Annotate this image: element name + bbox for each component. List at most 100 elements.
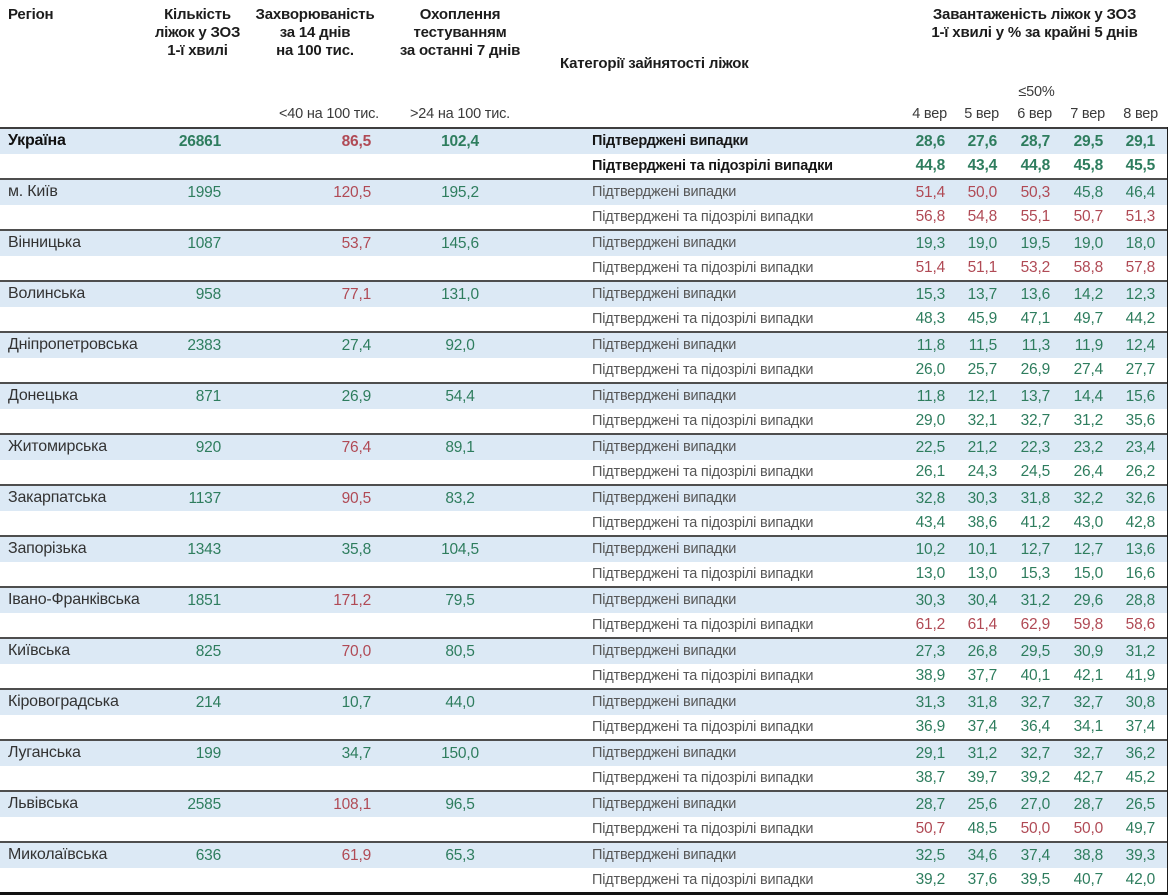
occupancy-value: 36,2 [1115, 739, 1168, 766]
header-incidence: Захворюваність за 14 днів на 100 тис. [255, 6, 375, 59]
incidence-value: 120,5 [245, 178, 385, 205]
beds-value: 26861 [150, 128, 245, 154]
occupancy-value: 15,3 [905, 280, 957, 307]
region-name: Волинська [0, 280, 150, 307]
header-occupancy-threshold: ≤50% [1018, 83, 1055, 100]
occupancy-value: 28,6 [905, 128, 957, 154]
occupancy-value: 14,2 [1062, 280, 1115, 307]
region-row-confirmed-suspected: Підтверджені та підозрілі випадки 26,0 25,… [0, 357, 1168, 383]
category-label: Підтверджені випадки [535, 739, 905, 766]
testing-value: 145,6 [385, 229, 535, 256]
occupancy-value: 47,1 [1009, 306, 1062, 332]
category-label: Підтверджені випадки [535, 637, 905, 664]
region-row-confirmed: Житомирська 920 76,4 89,1 Підтверджені випад… [0, 433, 1168, 460]
region-row-confirmed: Волинська 958 77,1 131,0 Підтверджені випадк… [0, 280, 1168, 307]
incidence-value: 90,5 [245, 484, 385, 511]
region-name-empty [0, 867, 150, 894]
occupancy-value: 32,1 [957, 408, 1009, 434]
category-label: Підтверджені випадки [535, 178, 905, 205]
occupancy-value: 15,0 [1062, 561, 1115, 587]
category-label: Підтверджені та підозрілі випадки [535, 867, 905, 894]
occupancy-value: 58,6 [1115, 612, 1168, 638]
incidence-empty [245, 459, 385, 485]
occupancy-value: 32,7 [1009, 408, 1062, 434]
occupancy-value: 26,8 [957, 637, 1009, 664]
beds-empty [150, 612, 245, 638]
occupancy-value: 11,9 [1062, 331, 1115, 358]
category-label: Підтверджені та підозрілі випадки [535, 612, 905, 638]
occupancy-value: 13,7 [957, 280, 1009, 307]
occupancy-value: 27,0 [1009, 790, 1062, 817]
category-label: Підтверджені та підозрілі випадки [535, 816, 905, 842]
occupancy-value: 13,6 [1009, 280, 1062, 307]
beds-value: 1087 [150, 229, 245, 256]
beds-empty [150, 408, 245, 434]
category-label: Підтверджені та підозрілі випадки [535, 357, 905, 383]
category-label: Підтверджені випадки [535, 280, 905, 307]
region-row-confirmed-suspected: Підтверджені та підозрілі випадки 44,8 43,… [0, 153, 1168, 179]
occupancy-value: 49,7 [1115, 816, 1168, 842]
occupancy-value: 50,0 [1009, 816, 1062, 842]
beds-empty [150, 510, 245, 536]
testing-empty [385, 816, 535, 842]
occupancy-value: 51,3 [1115, 204, 1168, 230]
testing-empty [385, 204, 535, 230]
incidence-empty [245, 612, 385, 638]
testing-empty [385, 153, 535, 179]
beds-value: 2585 [150, 790, 245, 817]
occupancy-value: 12,7 [1009, 535, 1062, 562]
region-name-empty [0, 459, 150, 485]
category-label: Підтверджені та підозрілі випадки [535, 306, 905, 332]
region-name-empty [0, 561, 150, 587]
testing-value: 65,3 [385, 841, 535, 868]
occupancy-value: 51,4 [905, 178, 957, 205]
occupancy-value: 38,6 [957, 510, 1009, 536]
testing-empty [385, 714, 535, 740]
occupancy-value: 39,5 [1009, 867, 1062, 894]
incidence-value: 26,9 [245, 382, 385, 409]
occupancy-value: 38,8 [1062, 841, 1115, 868]
category-label: Підтверджені та підозрілі випадки [535, 510, 905, 536]
region-row-confirmed: Дніпропетровська 2383 27,4 92,0 Підтверджені… [0, 331, 1168, 358]
category-label: Підтверджені випадки [535, 433, 905, 460]
region-row-confirmed: Запорізька 1343 35,8 104,5 Підтверджені випа… [0, 535, 1168, 562]
header-incidence-threshold: <40 на 100 тис. [279, 105, 379, 122]
occupancy-value: 39,3 [1115, 841, 1168, 868]
testing-value: 102,4 [385, 128, 535, 154]
incidence-value: 76,4 [245, 433, 385, 460]
incidence-value: 70,0 [245, 637, 385, 664]
region-row-confirmed-suspected: Підтверджені та підозрілі випадки 38,9 37,… [0, 663, 1168, 689]
region-name: Кіровоградська [0, 688, 150, 715]
occupancy-value: 10,2 [905, 535, 957, 562]
category-label: Підтверджені та підозрілі випадки [535, 663, 905, 689]
region-name: Київська [0, 637, 150, 664]
incidence-value: 171,2 [245, 586, 385, 613]
occupancy-value: 14,4 [1062, 382, 1115, 409]
occupancy-value: 45,9 [957, 306, 1009, 332]
occupancy-value: 40,1 [1009, 663, 1062, 689]
region-row-confirmed: Україна 26861 86,5 102,4 Підтверджені випадк… [0, 128, 1168, 154]
occupancy-value: 43,4 [905, 510, 957, 536]
occupancy-value: 28,7 [1009, 128, 1062, 154]
region-row-confirmed: Кіровоградська 214 10,7 44,0 Підтверджені ви… [0, 688, 1168, 715]
occupancy-value: 28,7 [1062, 790, 1115, 817]
beds-value: 1851 [150, 586, 245, 613]
occupancy-value: 26,5 [1115, 790, 1168, 817]
occupancy-value: 26,2 [1115, 459, 1168, 485]
occupancy-value: 31,3 [905, 688, 957, 715]
occupancy-value: 12,4 [1115, 331, 1168, 358]
occupancy-value: 11,5 [957, 331, 1009, 358]
occupancy-value: 19,0 [957, 229, 1009, 256]
region-row-confirmed-suspected: Підтверджені та підозрілі випадки 29,0 32,… [0, 408, 1168, 434]
occupancy-value: 62,9 [1009, 612, 1062, 638]
incidence-empty [245, 153, 385, 179]
occupancy-value: 32,8 [905, 484, 957, 511]
header-occupancy: Завантаженість ліжок у ЗОЗ 1-ї хвилі у %… [931, 6, 1138, 41]
testing-empty [385, 765, 535, 791]
occupancy-value: 19,0 [1062, 229, 1115, 256]
region-name: Запорізька [0, 535, 150, 562]
testing-value: 92,0 [385, 331, 535, 358]
incidence-value: 53,7 [245, 229, 385, 256]
occupancy-value: 26,9 [1009, 357, 1062, 383]
occupancy-value: 48,3 [905, 306, 957, 332]
